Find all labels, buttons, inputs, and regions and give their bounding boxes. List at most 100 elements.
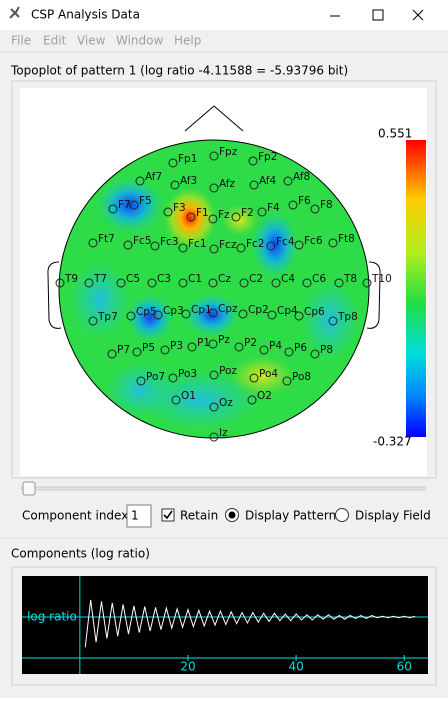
window-title: CSP Analysis Data	[31, 8, 140, 22]
electrode-label: Af7	[145, 171, 162, 183]
electrode	[248, 156, 258, 166]
electrode	[181, 309, 191, 319]
electrode-label: Poz	[219, 365, 237, 377]
electrode	[168, 373, 178, 383]
electrode-label: Cpz	[218, 303, 238, 315]
electrode-label: Fc6	[304, 235, 323, 247]
electrode	[123, 240, 133, 250]
electrode-label: P1	[197, 337, 210, 349]
electrode	[239, 278, 249, 288]
electrode	[150, 241, 160, 251]
electrode	[209, 151, 219, 161]
electrode	[108, 204, 118, 214]
electrode	[147, 278, 157, 288]
electrode	[178, 278, 188, 288]
electrode	[328, 316, 338, 326]
electrode	[170, 180, 180, 190]
electrode-label: T8	[343, 273, 357, 285]
electrode	[209, 244, 219, 254]
electrode	[310, 349, 320, 359]
electrode-label: Cp2	[248, 304, 269, 316]
topoplot-title: Topoplot of pattern 1 (log ratio -4.1158…	[10, 64, 348, 78]
electrode-label: Afz	[219, 178, 236, 190]
electrode	[257, 207, 267, 217]
electrode	[178, 243, 188, 253]
electrode-label: Fc1	[188, 238, 207, 250]
components-title: Components (log ratio)	[11, 547, 150, 561]
electrode-label: Fc5	[133, 235, 152, 247]
data-line	[84, 599, 416, 648]
electrode	[171, 395, 181, 405]
electrode-label: P6	[294, 342, 307, 354]
electrode-label: P3	[170, 340, 183, 352]
electrode	[238, 309, 248, 319]
electrode	[126, 311, 136, 321]
electrode-label: Af3	[180, 175, 197, 187]
close-button[interactable]	[412, 9, 424, 21]
electrode-label: Fp2	[258, 151, 277, 163]
component-index-input[interactable]	[126, 504, 152, 528]
electrode	[294, 311, 304, 321]
electrode-label: Cz	[218, 273, 231, 285]
x-tick-label: 60	[397, 660, 412, 674]
components-chart: log ratio 20 40 60	[22, 576, 428, 674]
electrode	[236, 243, 246, 253]
electrode-label: Cp5	[136, 306, 157, 318]
electrode-label: Fpz	[219, 146, 238, 158]
electrode-label: Fc4	[276, 236, 295, 248]
electrode-label: Cp4	[277, 305, 298, 317]
menu-item[interactable]: Help	[174, 34, 201, 48]
nose	[184, 105, 244, 132]
colorbar-min: -0.327	[373, 435, 412, 449]
electrode	[168, 158, 178, 168]
electrode-label: Pz	[218, 334, 230, 346]
electrode-label: F7	[118, 199, 131, 211]
electrode-label: T7	[93, 273, 107, 285]
menu-item[interactable]: Window	[116, 34, 164, 48]
electrode-label: P4	[269, 340, 282, 352]
electrode	[284, 347, 294, 357]
electrode	[208, 278, 218, 288]
electrode	[362, 278, 372, 288]
electrode-label: Ft7	[98, 233, 115, 245]
radio-dot	[228, 511, 236, 519]
electrode-label: Cp6	[304, 306, 325, 318]
electrode-label: Po4	[259, 368, 278, 380]
electrode	[209, 432, 219, 442]
electrode-label: F4	[267, 202, 280, 214]
electrode-label: Fp1	[178, 153, 197, 165]
electrode-label: F6	[298, 195, 311, 207]
electrode-label: C6	[312, 273, 326, 285]
electrode	[247, 395, 257, 405]
left-ear	[47, 261, 62, 329]
electrode-label: Po8	[292, 371, 311, 383]
electrode	[116, 278, 126, 288]
menu-item[interactable]: View	[77, 34, 106, 48]
electrode	[234, 342, 244, 352]
electrode-label: C2	[249, 273, 263, 285]
electrode-label: O1	[181, 390, 196, 402]
menu-item[interactable]: Edit	[43, 34, 67, 48]
electrode	[160, 345, 170, 355]
electrode-label: Af4	[259, 175, 277, 187]
electrode-label: Ft8	[338, 233, 355, 245]
retain-checkbox[interactable]	[161, 508, 175, 522]
electrode	[187, 342, 197, 352]
electrode-label: Tp8	[337, 311, 358, 323]
electrode	[88, 238, 98, 248]
electrode-label: Cp3	[163, 305, 184, 317]
electrode	[267, 310, 277, 320]
maximize-button[interactable]	[372, 9, 384, 21]
electrode	[136, 376, 146, 386]
electrode	[310, 204, 320, 214]
electrode-label: P2	[244, 337, 257, 349]
electrode-label: Fc3	[160, 236, 179, 248]
display-field-radio[interactable]	[335, 508, 349, 522]
slider-thumb[interactable]	[22, 481, 36, 496]
electrode-label: P8	[320, 344, 333, 356]
display-field-label: Display Field	[355, 509, 431, 523]
electrode-label: Tp7	[97, 311, 118, 323]
electrode-label: Iz	[219, 427, 228, 439]
menu-item[interactable]: File	[11, 34, 31, 48]
electrode-label: P5	[142, 342, 155, 354]
